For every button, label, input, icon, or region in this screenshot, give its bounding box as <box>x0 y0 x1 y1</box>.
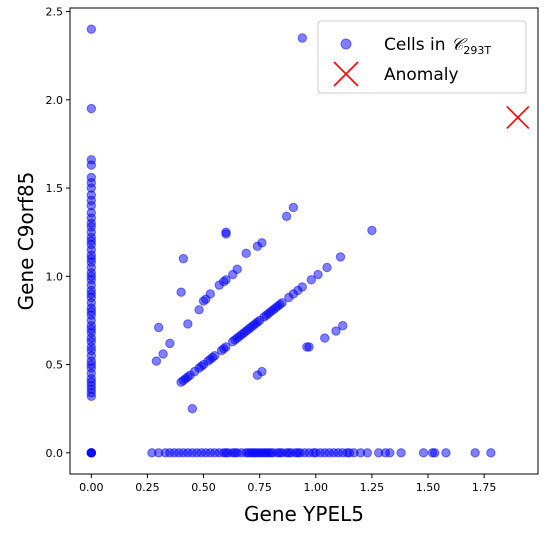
legend-anomaly-marker <box>333 61 359 87</box>
plot-frame <box>69 7 539 475</box>
legend-anomaly-label: Anomaly <box>384 65 459 85</box>
cell-point <box>210 351 220 361</box>
x-tick-label: 0.75 <box>247 481 272 494</box>
anomaly-series <box>506 105 530 130</box>
cell-point <box>86 24 97 34</box>
cell-point <box>297 282 308 292</box>
cell-point <box>257 238 267 248</box>
cell-point <box>396 448 406 458</box>
cell-point <box>86 448 97 458</box>
cell-point <box>86 155 97 165</box>
legend-cells-label: Cells in 𝒞293T <box>384 35 491 57</box>
cell-point <box>362 448 373 458</box>
cell-point <box>313 269 323 280</box>
x-tick-label: 0.25 <box>135 481 160 494</box>
cell-point <box>320 333 330 343</box>
legend-cells-subscript: 293T <box>463 44 491 57</box>
x-tick-label: 1.75 <box>472 481 497 494</box>
cell-point <box>322 262 332 273</box>
x-tick-label: 1.25 <box>360 481 385 494</box>
cell-point <box>153 322 164 333</box>
y-tick-label: 2.5 <box>46 6 64 19</box>
x-tick-label: 1.50 <box>416 481 441 494</box>
cell-point <box>86 172 97 183</box>
cell-point <box>367 225 377 236</box>
cell-point <box>418 448 429 458</box>
cell-point <box>288 202 299 213</box>
x-tick-label: 1.00 <box>304 481 329 494</box>
legend-cells-marker <box>340 38 352 50</box>
y-tick-label: 0.0 <box>46 447 64 460</box>
cell-point <box>151 356 162 366</box>
cell-point <box>221 342 231 352</box>
x-axis-title: Gene YPEL5 <box>244 502 364 526</box>
x-tick-label: 0.00 <box>79 481 104 494</box>
cell-point <box>86 103 97 114</box>
legend-box <box>317 20 527 94</box>
cell-point <box>165 338 175 349</box>
cell-point <box>430 448 440 458</box>
anomaly-point <box>506 105 530 130</box>
legend: Cells in 𝒞293T Anomaly <box>317 20 527 94</box>
cell-point <box>277 298 287 308</box>
cell-point <box>241 248 251 259</box>
x-tick-label: 0.50 <box>191 481 216 494</box>
cell-point <box>304 342 314 352</box>
cell-point <box>194 305 204 315</box>
cell-point <box>232 264 242 274</box>
legend-cells-prefix: Cells in <box>384 35 451 55</box>
cell-point <box>158 349 168 359</box>
cell-point <box>297 33 308 43</box>
cell-point <box>306 275 316 285</box>
cell-point <box>257 366 267 377</box>
cell-point <box>221 227 231 237</box>
cell-point <box>187 403 198 414</box>
cell-point <box>183 319 193 329</box>
cell-point <box>470 448 480 458</box>
y-tick-label: 1.0 <box>46 270 64 283</box>
cell-point <box>221 275 231 285</box>
y-tick-label: 0.5 <box>46 359 64 372</box>
y-axis-title: Gene C9orf85 <box>14 172 38 311</box>
cell-point <box>441 448 451 458</box>
cell-point <box>331 326 341 336</box>
cell-point <box>281 211 292 221</box>
cell-point <box>178 253 189 264</box>
cell-point <box>338 321 348 331</box>
y-tick-label: 1.5 <box>46 182 64 195</box>
cell-point <box>385 448 395 458</box>
cell-point <box>176 287 186 297</box>
cells-series <box>86 24 496 458</box>
cell-point <box>486 448 496 458</box>
x-axis: 0.00 0.25 0.50 0.75 1.00 1.25 1.50 1.75 <box>79 474 496 494</box>
y-axis: 0.0 0.5 1.0 1.5 2.0 2.5 <box>46 6 70 460</box>
cell-point <box>205 289 215 299</box>
y-tick-label: 2.0 <box>46 94 64 107</box>
cell-point <box>335 252 346 262</box>
